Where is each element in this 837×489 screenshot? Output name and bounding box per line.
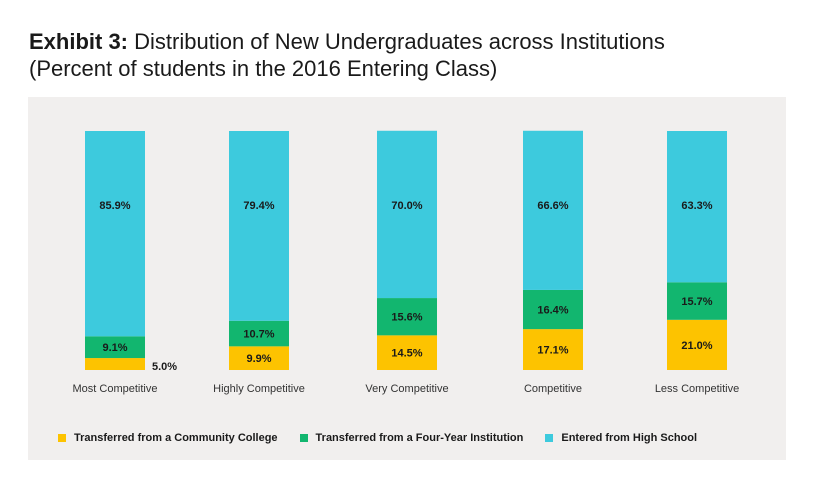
title-text: Distribution of New Undergraduates acros… xyxy=(134,29,665,54)
data-label-fouryear-1: 10.7% xyxy=(243,329,274,341)
data-label-community-0: 5.0% xyxy=(152,361,177,373)
chart-legend: Transferred from a Community College Tra… xyxy=(58,430,719,446)
category-label-3: Competitive xyxy=(524,383,582,395)
title-subtitle: (Percent of students in the 2016 Enterin… xyxy=(29,56,498,81)
category-label-0: Most Competitive xyxy=(73,383,158,395)
data-label-fouryear-3: 16.4% xyxy=(537,305,568,317)
bar-community-4 xyxy=(667,319,727,370)
bar-community-0 xyxy=(85,358,145,370)
bar-highschool-1 xyxy=(229,131,289,321)
category-label-1: Highly Competitive xyxy=(213,383,305,395)
bar-fouryear-3 xyxy=(523,289,583,330)
legend-swatch-four-year xyxy=(299,434,308,442)
legend-item-high-school: Entered from High School xyxy=(545,432,697,444)
data-label-fouryear-2: 15.6% xyxy=(391,312,422,324)
data-label-fouryear-4: 15.7% xyxy=(681,296,712,308)
data-label-community-3: 17.1% xyxy=(537,345,568,357)
title-exhibit-label: Exhibit 3: xyxy=(29,29,129,54)
chart-title: Exhibit 3: Distribution of New Undergrad… xyxy=(29,28,819,82)
legend-swatch-community-college xyxy=(58,434,66,442)
legend-label-community-college: Transferred from a Community College xyxy=(74,432,278,444)
bar-fouryear-2 xyxy=(377,298,437,336)
category-label-4: Less Competitive xyxy=(655,383,739,395)
data-label-community-2: 14.5% xyxy=(391,348,422,360)
bar-highschool-0 xyxy=(85,131,145,337)
bar-highschool-4 xyxy=(667,131,727,283)
bar-community-3 xyxy=(523,329,583,370)
data-label-community-1: 9.9% xyxy=(246,353,271,365)
bar-highschool-3 xyxy=(523,130,583,290)
bar-fouryear-0 xyxy=(85,336,145,359)
data-label-highschool-4: 63.3% xyxy=(681,200,712,212)
legend-item-four-year: Transferred from a Four-Year Institution xyxy=(299,432,524,444)
data-label-community-4: 21.0% xyxy=(681,340,712,352)
data-label-highschool-1: 79.4% xyxy=(243,200,274,212)
bar-community-1 xyxy=(229,346,289,370)
category-label-2: Very Competitive xyxy=(365,383,448,395)
legend-label-high-school: Entered from High School xyxy=(561,432,698,444)
data-label-highschool-3: 66.6% xyxy=(537,200,568,212)
legend-item-community-college: Transferred from a Community College xyxy=(58,432,278,444)
legend-swatch-high-school xyxy=(545,434,554,442)
bar-fouryear-1 xyxy=(229,320,289,347)
bar-fouryear-4 xyxy=(667,282,727,320)
legend-label-four-year: Transferred from a Four-Year Institution xyxy=(315,432,524,444)
data-label-highschool-2: 70.0% xyxy=(391,200,422,212)
data-label-fouryear-0: 9.1% xyxy=(102,342,127,354)
bar-highschool-2 xyxy=(377,130,437,299)
data-label-highschool-0: 85.9% xyxy=(99,200,130,212)
bar-community-2 xyxy=(377,335,437,370)
